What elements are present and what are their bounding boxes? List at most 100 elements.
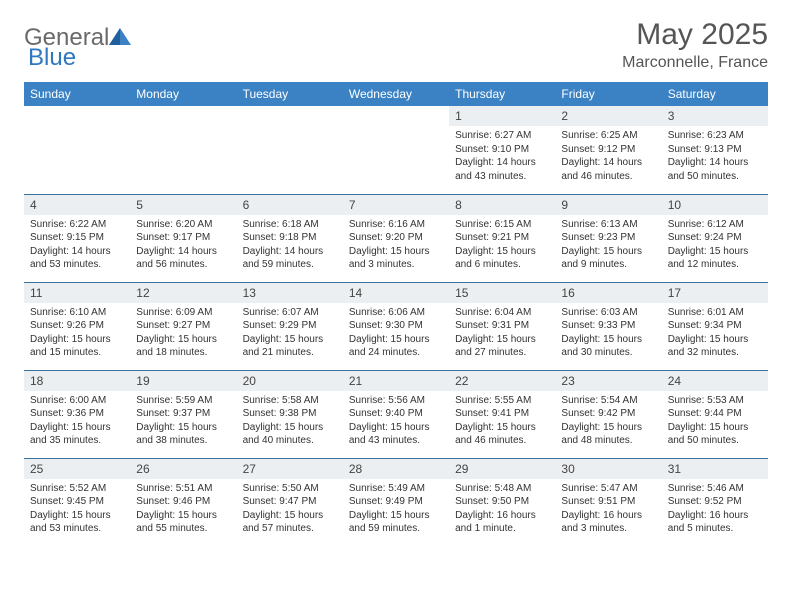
calendar-day: 6Sunrise: 6:18 AMSunset: 9:18 PMDaylight… <box>237 194 343 282</box>
day-number: 24 <box>662 371 768 391</box>
day-details: Sunrise: 5:56 AMSunset: 9:40 PMDaylight:… <box>349 394 443 448</box>
day-details: Sunrise: 6:04 AMSunset: 9:31 PMDaylight:… <box>455 306 549 360</box>
calendar-table: SundayMondayTuesdayWednesdayThursdayFrid… <box>24 82 768 546</box>
page-subtitle: Marconnelle, France <box>622 54 768 72</box>
calendar-day: 18 Sunrise: 6:00 AMSunset: 9:36 PMDayligh… <box>24 370 130 458</box>
day-number: 8 <box>449 195 555 215</box>
calendar-day: 30Sunrise: 5:47 AMSunset: 9:51 PMDayligh… <box>555 458 661 546</box>
weekday-header: Tuesday <box>237 82 343 106</box>
calendar-empty <box>237 106 343 194</box>
day-number: 17 <box>662 283 768 303</box>
calendar-day: 12 Sunrise: 6:09 AMSunset: 9:27 PMDayligh… <box>130 282 236 370</box>
day-number: 4 <box>24 195 130 215</box>
page-title: May 2025 <box>622 18 768 52</box>
day-number: 27 <box>237 459 343 479</box>
calendar-day: 31 Sunrise: 5:46 AMSunset: 9:52 PMDayligh… <box>662 458 768 546</box>
weekday-header: Friday <box>555 82 661 106</box>
day-details: Sunrise: 6:07 AMSunset: 9:29 PMDaylight:… <box>243 306 337 360</box>
calendar-day: 20Sunrise: 5:58 AMSunset: 9:38 PMDayligh… <box>237 370 343 458</box>
day-number: 22 <box>449 371 555 391</box>
calendar-day: 15Sunrise: 6:04 AMSunset: 9:31 PMDayligh… <box>449 282 555 370</box>
calendar-day: 7 Sunrise: 6:16 AMSunset: 9:20 PMDaylight… <box>343 194 449 282</box>
day-number: 29 <box>449 459 555 479</box>
day-number: 25 <box>24 459 130 479</box>
calendar-day: 14 Sunrise: 6:06 AMSunset: 9:30 PMDayligh… <box>343 282 449 370</box>
calendar-day: 26Sunrise: 5:51 AMSunset: 9:46 PMDayligh… <box>130 458 236 546</box>
calendar-body: 1 Sunrise: 6:27 AMSunset: 9:10 PMDaylight… <box>24 106 768 546</box>
day-details: Sunrise: 6:13 AMSunset: 9:23 PMDaylight:… <box>561 218 655 272</box>
day-number: 19 <box>130 371 236 391</box>
day-details: Sunrise: 6:01 AMSunset: 9:34 PMDaylight:… <box>668 306 762 360</box>
day-number: 14 <box>343 283 449 303</box>
day-details: Sunrise: 6:25 AMSunset: 9:12 PMDaylight:… <box>561 129 655 183</box>
day-details: Sunrise: 5:50 AMSunset: 9:47 PMDaylight:… <box>243 482 337 536</box>
calendar-day: 4Sunrise: 6:22 AMSunset: 9:15 PMDaylight… <box>24 194 130 282</box>
calendar-day: 21 Sunrise: 5:56 AMSunset: 9:40 PMDayligh… <box>343 370 449 458</box>
day-number: 18 <box>24 371 130 391</box>
day-details: Sunrise: 6:03 AMSunset: 9:33 PMDaylight:… <box>561 306 655 360</box>
calendar-header-row: SundayMondayTuesdayWednesdayThursdayFrid… <box>24 82 768 106</box>
day-details: Sunrise: 5:59 AMSunset: 9:37 PMDaylight:… <box>136 394 230 448</box>
day-number: 5 <box>130 195 236 215</box>
day-number: 21 <box>343 371 449 391</box>
calendar-empty <box>343 106 449 194</box>
calendar-day: 13 Sunrise: 6:07 AMSunset: 9:29 PMDayligh… <box>237 282 343 370</box>
day-number: 3 <box>662 106 768 126</box>
calendar-day: 22 Sunrise: 5:55 AMSunset: 9:41 PMDayligh… <box>449 370 555 458</box>
day-details: Sunrise: 5:46 AMSunset: 9:52 PMDaylight:… <box>668 482 762 536</box>
day-details: Sunrise: 5:53 AMSunset: 9:44 PMDaylight:… <box>668 394 762 448</box>
day-details: Sunrise: 6:16 AMSunset: 9:20 PMDaylight:… <box>349 218 443 272</box>
calendar-day: 9 Sunrise: 6:13 AMSunset: 9:23 PMDaylight… <box>555 194 661 282</box>
weekday-header: Saturday <box>662 82 768 106</box>
day-number: 30 <box>555 459 661 479</box>
day-number: 13 <box>237 283 343 303</box>
day-details: Sunrise: 6:10 AMSunset: 9:26 PMDaylight:… <box>30 306 124 360</box>
weekday-header: Sunday <box>24 82 130 106</box>
day-number: 12 <box>130 283 236 303</box>
day-details: Sunrise: 5:58 AMSunset: 9:38 PMDaylight:… <box>243 394 337 448</box>
day-details: Sunrise: 6:12 AMSunset: 9:24 PMDaylight:… <box>668 218 762 272</box>
day-details: Sunrise: 5:48 AMSunset: 9:50 PMDaylight:… <box>455 482 549 536</box>
calendar-day: 29 Sunrise: 5:48 AMSunset: 9:50 PMDayligh… <box>449 458 555 546</box>
calendar-day: 27 Sunrise: 5:50 AMSunset: 9:47 PMDayligh… <box>237 458 343 546</box>
day-details: Sunrise: 6:15 AMSunset: 9:21 PMDaylight:… <box>455 218 549 272</box>
day-number: 9 <box>555 195 661 215</box>
logo-triangle-icon <box>109 28 131 51</box>
calendar-day: 28 Sunrise: 5:49 AMSunset: 9:49 PMDayligh… <box>343 458 449 546</box>
day-number: 16 <box>555 283 661 303</box>
calendar-week: 1 Sunrise: 6:27 AMSunset: 9:10 PMDaylight… <box>24 106 768 194</box>
calendar-day: 10 Sunrise: 6:12 AMSunset: 9:24 PMDayligh… <box>662 194 768 282</box>
day-number: 28 <box>343 459 449 479</box>
day-number: 31 <box>662 459 768 479</box>
page-header: General May 2025 Marconnelle, France <box>24 18 768 72</box>
day-number: 1 <box>449 106 555 126</box>
calendar-day: 16 Sunrise: 6:03 AMSunset: 9:33 PMDayligh… <box>555 282 661 370</box>
calendar-week: 4Sunrise: 6:22 AMSunset: 9:15 PMDaylight… <box>24 194 768 282</box>
calendar-day: 3 Sunrise: 6:23 AMSunset: 9:13 PMDaylight… <box>662 106 768 194</box>
day-details: Sunrise: 5:55 AMSunset: 9:41 PMDaylight:… <box>455 394 549 448</box>
day-details: Sunrise: 6:23 AMSunset: 9:13 PMDaylight:… <box>668 129 762 183</box>
day-details: Sunrise: 6:06 AMSunset: 9:30 PMDaylight:… <box>349 306 443 360</box>
calendar-day: 11 Sunrise: 6:10 AMSunset: 9:26 PMDayligh… <box>24 282 130 370</box>
calendar-day: 24 Sunrise: 5:53 AMSunset: 9:44 PMDayligh… <box>662 370 768 458</box>
calendar-week: 25 Sunrise: 5:52 AMSunset: 9:45 PMDayligh… <box>24 458 768 546</box>
day-number: 11 <box>24 283 130 303</box>
day-details: Sunrise: 5:52 AMSunset: 9:45 PMDaylight:… <box>30 482 124 536</box>
calendar-page: General May 2025 Marconnelle, France Blu… <box>0 0 792 556</box>
day-number: 10 <box>662 195 768 215</box>
calendar-day: 17 Sunrise: 6:01 AMSunset: 9:34 PMDayligh… <box>662 282 768 370</box>
calendar-empty <box>130 106 236 194</box>
logo-part2: Blue <box>28 44 76 71</box>
day-details: Sunrise: 6:00 AMSunset: 9:36 PMDaylight:… <box>30 394 124 448</box>
day-details: Sunrise: 5:49 AMSunset: 9:49 PMDaylight:… <box>349 482 443 536</box>
calendar-day: 1 Sunrise: 6:27 AMSunset: 9:10 PMDaylight… <box>449 106 555 194</box>
day-details: Sunrise: 6:09 AMSunset: 9:27 PMDaylight:… <box>136 306 230 360</box>
title-block: May 2025 Marconnelle, France <box>622 18 768 72</box>
day-details: Sunrise: 6:18 AMSunset: 9:18 PMDaylight:… <box>243 218 337 272</box>
calendar-week: 18 Sunrise: 6:00 AMSunset: 9:36 PMDayligh… <box>24 370 768 458</box>
day-details: Sunrise: 6:27 AMSunset: 9:10 PMDaylight:… <box>455 129 549 183</box>
day-number: 7 <box>343 195 449 215</box>
calendar-day: 2Sunrise: 6:25 AMSunset: 9:12 PMDaylight… <box>555 106 661 194</box>
day-details: Sunrise: 5:51 AMSunset: 9:46 PMDaylight:… <box>136 482 230 536</box>
calendar-day: 19 Sunrise: 5:59 AMSunset: 9:37 PMDayligh… <box>130 370 236 458</box>
